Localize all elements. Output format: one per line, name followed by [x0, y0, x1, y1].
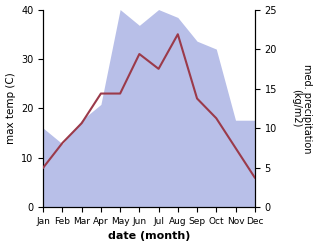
Y-axis label: med. precipitation
(kg/m2): med. precipitation (kg/m2) [291, 64, 313, 153]
Y-axis label: max temp (C): max temp (C) [5, 72, 16, 144]
X-axis label: date (month): date (month) [108, 231, 190, 242]
